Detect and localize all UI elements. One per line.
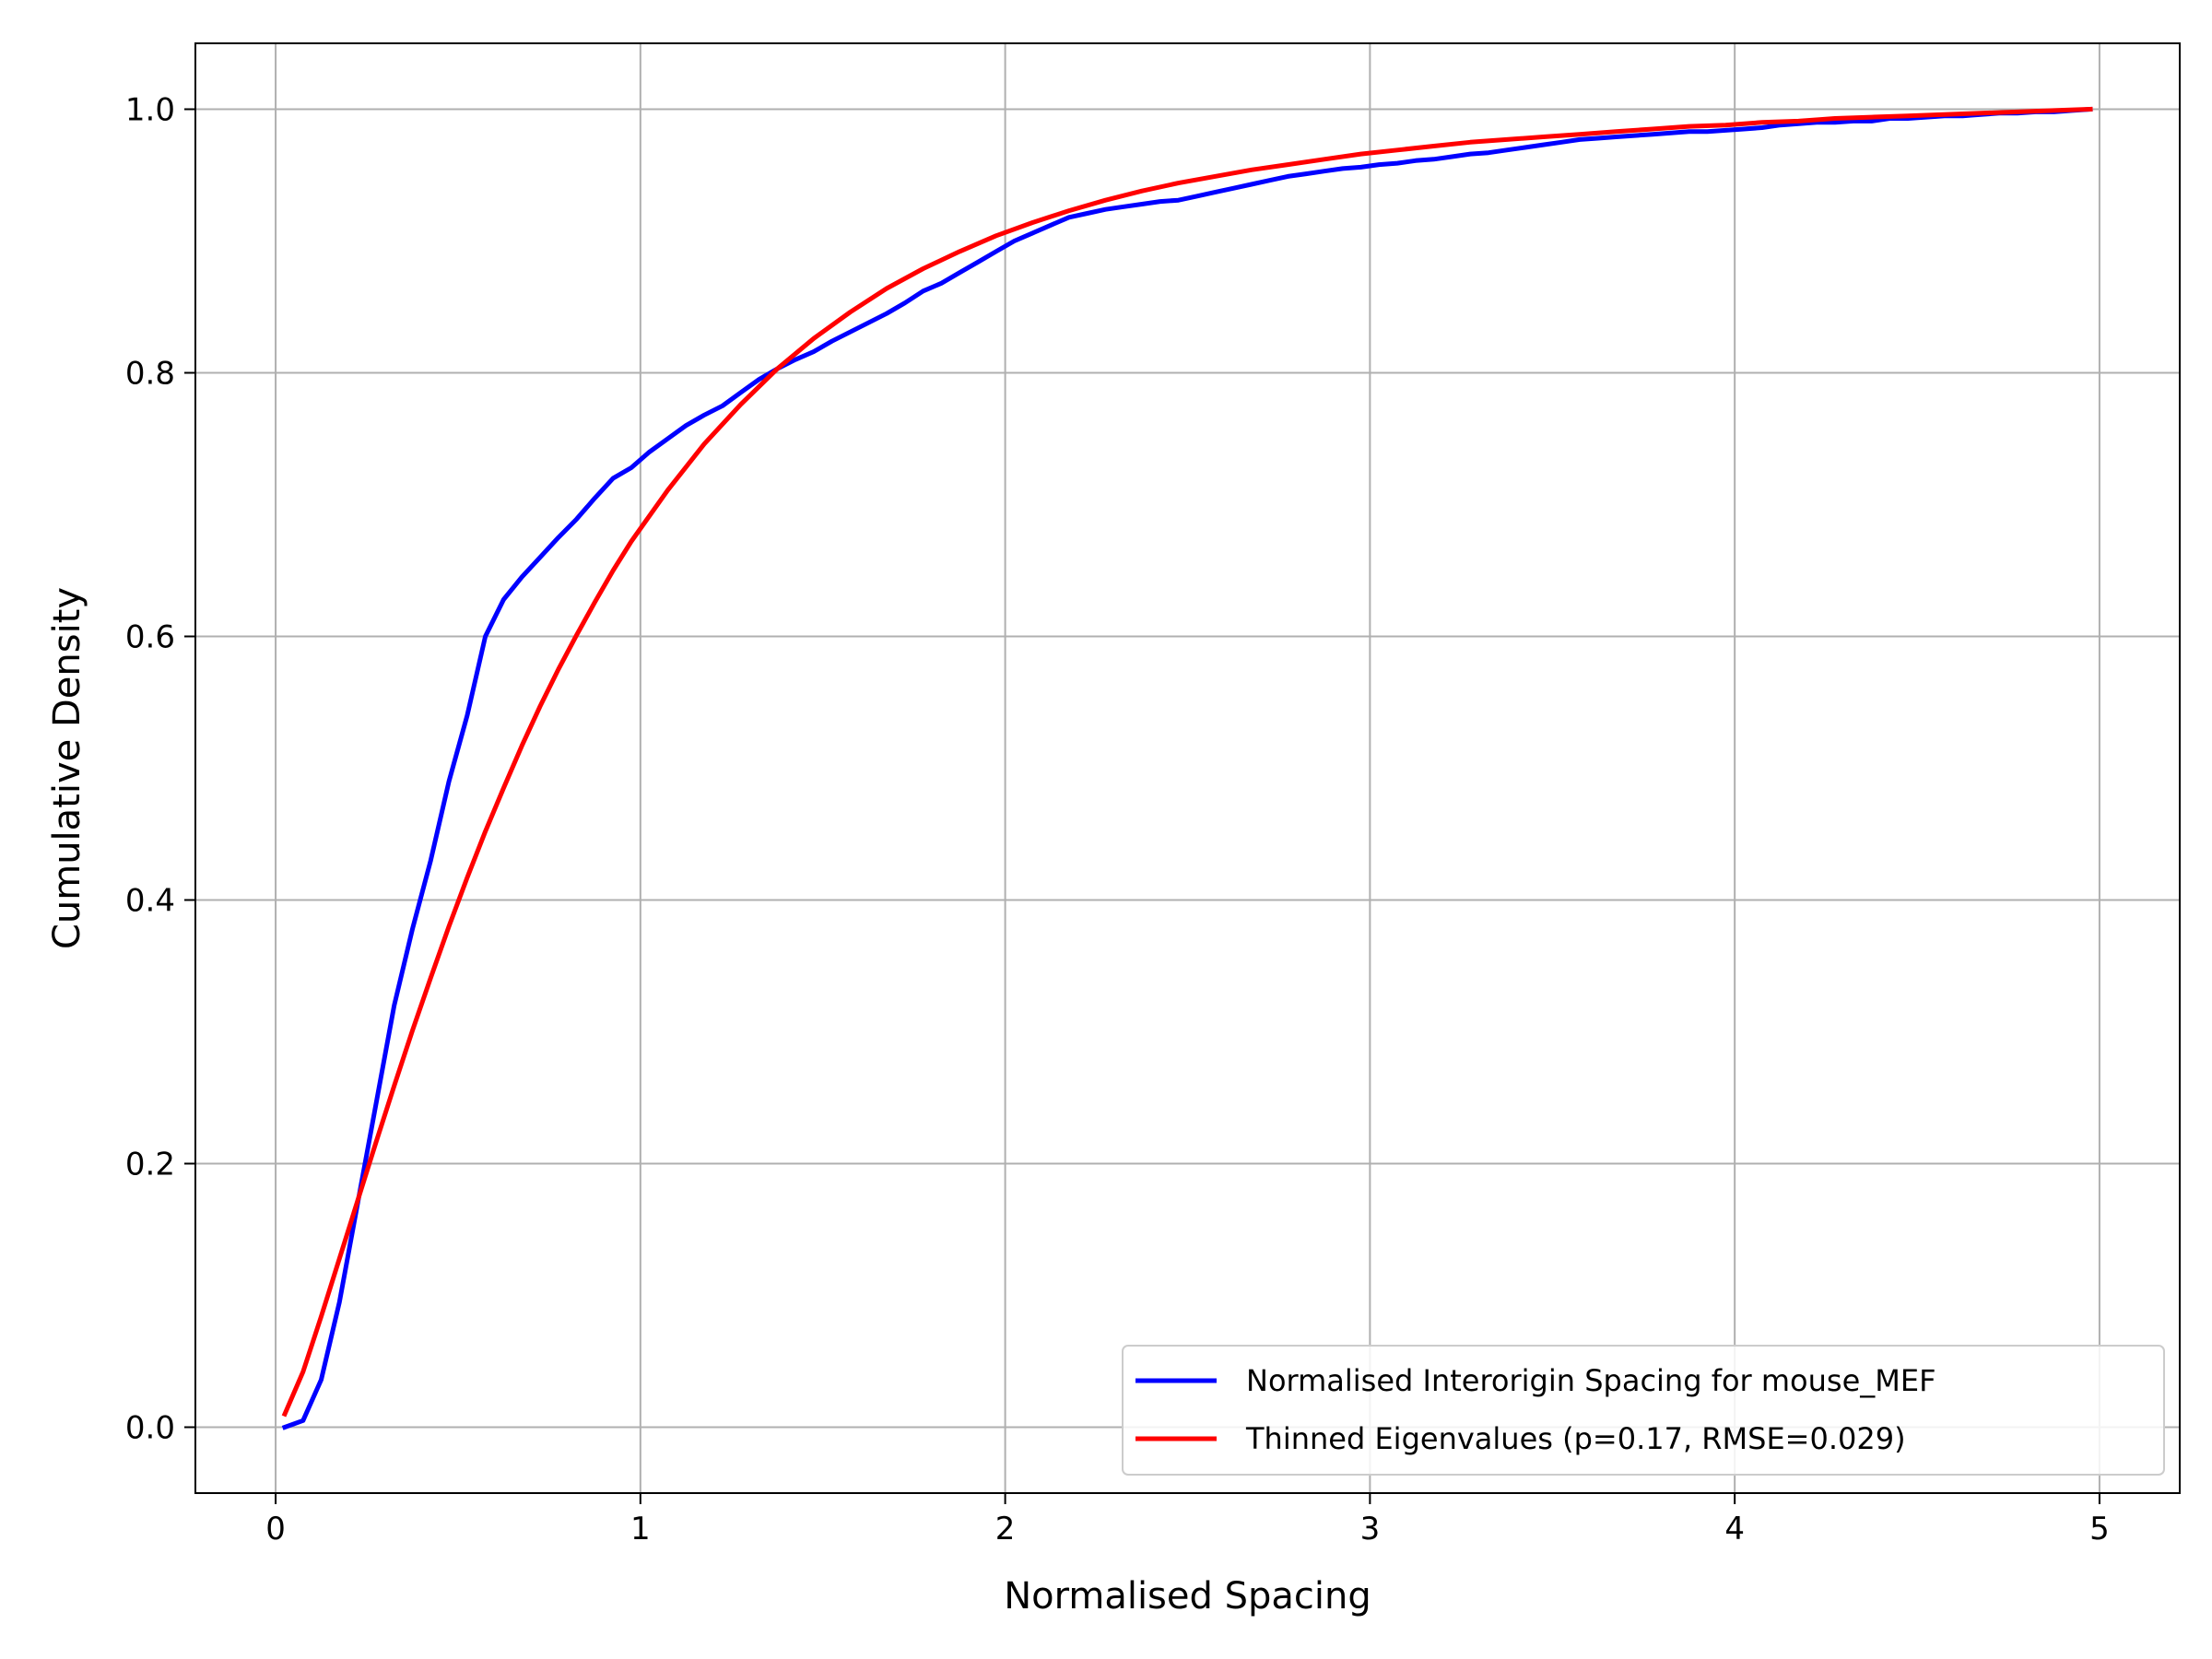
x-tick-label-2: 2 — [995, 1511, 1016, 1547]
legend-box — [1122, 1345, 2165, 1476]
y-axis-label: Cumulative Density — [46, 587, 88, 949]
series-line-1 — [281, 106, 2093, 1418]
x-axis-label: Normalised Spacing — [1004, 1575, 1371, 1618]
series-lines — [281, 106, 2093, 1430]
legend: Normalised Interorigin Spacing for mouse… — [1122, 1345, 2165, 1476]
plot-frame — [194, 42, 2181, 1494]
y-tick-label-3: 0.6 — [125, 619, 175, 656]
y-tick-label-1: 0.2 — [125, 1147, 175, 1183]
y-tick-label-0: 0.0 — [125, 1410, 175, 1447]
x-tick-label-4: 4 — [1724, 1511, 1745, 1547]
legend-label-interorigin: Normalised Interorigin Spacing for mouse… — [1246, 1363, 1936, 1398]
grid — [195, 43, 2180, 1493]
axis-ticks: 0 1 2 3 4 5 0.0 0.2 0.4 0.6 0.8 1.0 — [125, 92, 2110, 1548]
legend-label-thinned: Thinned Eigenvalues (p=0.17, RMSE=0.029) — [1245, 1421, 1906, 1456]
y-tick-label-4: 0.8 — [125, 356, 175, 393]
y-tick-label-5: 1.0 — [125, 92, 175, 129]
x-tick-label-0: 0 — [265, 1511, 286, 1547]
series-line-0 — [281, 106, 2093, 1430]
x-tick-label-1: 1 — [630, 1511, 651, 1547]
y-tick-label-2: 0.4 — [125, 883, 175, 920]
x-tick-label-5: 5 — [2089, 1511, 2110, 1547]
x-tick-label-3: 3 — [1360, 1511, 1381, 1547]
